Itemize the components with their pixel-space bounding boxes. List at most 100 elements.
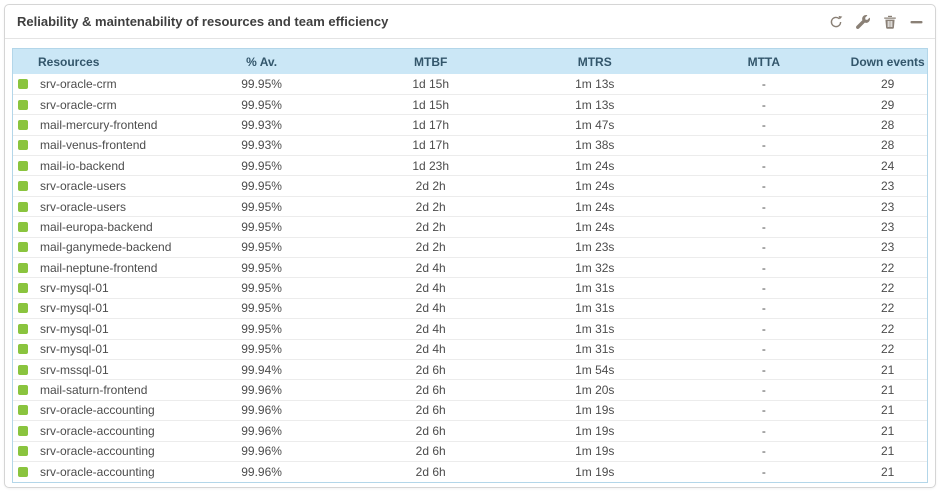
table-row[interactable]: srv-mysql-01 99.95% 2d 4h 1m 31s -22 <box>13 338 927 360</box>
resource-cell: srv-mysql-01 <box>13 277 173 299</box>
table-row[interactable]: mail-mercury-frontend 99.93% 1d 17h 1m 47s -… <box>13 114 927 136</box>
resource-name: srv-oracle-crm <box>40 97 117 112</box>
mtrs-cell: 1m 31s <box>510 338 680 360</box>
resource-cell: mail-mercury-frontend <box>13 114 173 136</box>
resource-cell: srv-mysql-01 <box>13 338 173 360</box>
mtbf-cell: 2d 6h <box>351 379 511 401</box>
reliability-table: Resources% Av. MTBF MTRS MTTA Down events sr… <box>13 49 927 482</box>
status-up-icon <box>18 78 28 89</box>
column-header: Resources <box>13 49 173 74</box>
status-up-icon <box>18 405 28 416</box>
table-row[interactable]: srv-oracle-crm 99.95% 1d 15h 1m 13s -29 <box>13 74 927 94</box>
minimize-icon[interactable] <box>908 13 925 31</box>
resource-name: srv-mysql-01 <box>40 342 109 357</box>
down-events-cell: 21 <box>848 379 927 401</box>
mtrs-cell: 1m 24s <box>510 216 680 238</box>
availability-cell: 99.96% <box>172 440 352 462</box>
table-row[interactable]: mail-saturn-frontend 99.96% 2d 6h 1m 20s -21 <box>13 379 927 401</box>
wrench-icon[interactable] <box>854 13 872 31</box>
table-row[interactable]: srv-oracle-accounting 99.96% 2d 6h 1m 19s -2… <box>13 460 927 482</box>
availability-cell: 99.93% <box>172 114 352 136</box>
table-row[interactable]: mail-io-backend 99.95% 1d 23h 1m 24s -24 <box>13 155 927 176</box>
mtta-cell: - <box>679 277 849 299</box>
status-up-icon <box>18 242 28 253</box>
table-row[interactable]: srv-oracle-users 99.95% 2d 2h 1m 24s -23 <box>13 175 927 197</box>
mtta-cell: - <box>679 175 849 197</box>
mtrs-cell: 1m 19s <box>510 460 680 482</box>
mtbf-cell: 1d 23h <box>351 155 511 176</box>
table-row[interactable]: srv-oracle-users 99.95% 2d 2h 1m 24s -23 <box>13 195 927 217</box>
table-row[interactable]: srv-oracle-accounting 99.96% 2d 6h 1m 19s -2… <box>13 440 927 462</box>
mtrs-cell: 1m 20s <box>510 379 680 401</box>
status-up-icon <box>18 140 28 151</box>
resource-cell: srv-mssql-01 <box>13 358 173 380</box>
table-row[interactable]: mail-neptune-frontend 99.95% 2d 4h 1m 32s -2… <box>13 257 927 278</box>
mtbf-cell: 2d 6h <box>351 440 511 462</box>
resource-name: srv-oracle-accounting <box>40 403 155 418</box>
table-body: srv-oracle-crm 99.95% 1d 15h 1m 13s - 29 srv-o… <box>13 74 927 482</box>
down-events-cell: 29 <box>881 76 895 91</box>
table-row[interactable]: srv-oracle-accounting 99.96% 2d 6h 1m 19s -2… <box>13 399 927 421</box>
mtrs-cell: 1m 24s <box>510 155 680 176</box>
resource-cell: mail-venus-frontend <box>13 134 173 156</box>
down-events-cell: 28 <box>848 114 927 136</box>
mtta-cell: - <box>679 420 849 442</box>
mtrs-cell: 1m 31s <box>510 297 680 319</box>
mtbf-cell: 2d 4h <box>351 338 511 360</box>
resource-cell: srv-mysql-01 <box>13 297 173 319</box>
table-row[interactable]: mail-europa-backend 99.95% 2d 2h 1m 24s -23 <box>13 216 927 238</box>
mtbf-cell: 2d 4h <box>351 318 511 340</box>
table-header-row: Resources% Av. MTBF MTRS MTTA Down events <box>13 49 927 74</box>
mtta-cell: - <box>679 134 849 156</box>
table-row[interactable]: mail-venus-frontend 99.93% 1d 17h 1m 38s -28 <box>13 134 927 156</box>
mtta-cell: - <box>679 399 849 421</box>
trash-icon[interactable] <box>881 13 899 31</box>
availability-cell: 99.93% <box>172 134 352 156</box>
mtrs-cell: 1m 23s <box>510 236 680 258</box>
refresh-icon[interactable] <box>827 13 845 31</box>
column-header: Down events <box>848 49 927 74</box>
table-row[interactable]: srv-mysql-01 99.95% 2d 4h 1m 31s -22 <box>13 318 927 340</box>
mtrs-cell: 1m 47s <box>510 114 680 136</box>
mtta-cell: - <box>679 236 849 258</box>
table-row[interactable]: mail-ganymede-backend 99.95% 2d 2h 1m 23s -2… <box>13 236 927 258</box>
mtbf-cell: 2d 4h <box>351 277 511 299</box>
mtrs-cell: 1m 13s <box>575 76 615 91</box>
resource-cell: srv-oracle-accounting <box>13 420 173 442</box>
availability-cell: 99.95% <box>172 93 352 115</box>
resource-name: srv-oracle-accounting <box>40 464 155 479</box>
table-row[interactable]: srv-oracle-accounting 99.96% 2d 6h 1m 19s -2… <box>13 420 927 442</box>
status-up-icon <box>18 385 28 396</box>
table-row[interactable]: srv-oracle-crm 99.95% 1d 15h 1m 13s -29 <box>13 93 927 115</box>
mtta-cell: - <box>679 318 849 340</box>
column-header: MTRS <box>510 49 680 74</box>
resource-name: srv-mysql-01 <box>40 281 109 296</box>
mtta-cell: - <box>679 195 849 217</box>
down-events-cell: 29 <box>848 93 927 115</box>
resource-cell: srv-oracle-accounting <box>13 440 173 462</box>
mtbf-cell: 1d 17h <box>351 114 511 136</box>
resource-name: srv-oracle-accounting <box>40 444 155 459</box>
down-events-cell: 22 <box>848 297 927 319</box>
table-row[interactable]: srv-mysql-01 99.95% 2d 4h 1m 31s -22 <box>13 297 927 319</box>
mtrs-cell: 1m 19s <box>510 399 680 421</box>
availability-cell: 99.96% <box>172 460 352 482</box>
availability-cell: 99.96% <box>172 379 352 401</box>
status-up-icon <box>18 303 28 314</box>
mtta-cell: - <box>679 297 849 319</box>
table-row[interactable]: srv-mysql-01 99.95% 2d 4h 1m 31s -22 <box>13 277 927 299</box>
availability-cell: 99.95% <box>172 318 352 340</box>
reliability-panel: Reliability & maintenability of resource… <box>4 4 936 488</box>
panel-title: Reliability & maintenability of resource… <box>17 14 389 29</box>
down-events-cell: 21 <box>848 399 927 421</box>
mtta-cell: - <box>679 257 849 278</box>
status-up-icon <box>18 364 28 375</box>
mtta-cell: - <box>761 76 766 91</box>
down-events-cell: 23 <box>848 175 927 197</box>
mtbf-cell: 1d 15h <box>412 76 450 91</box>
resource-name: mail-europa-backend <box>40 219 153 234</box>
table-row[interactable]: srv-mssql-01 99.94% 2d 6h 1m 54s -21 <box>13 358 927 380</box>
mtbf-cell: 2d 4h <box>351 257 511 278</box>
mtrs-cell: 1m 24s <box>510 175 680 197</box>
mtta-cell: - <box>679 338 849 360</box>
